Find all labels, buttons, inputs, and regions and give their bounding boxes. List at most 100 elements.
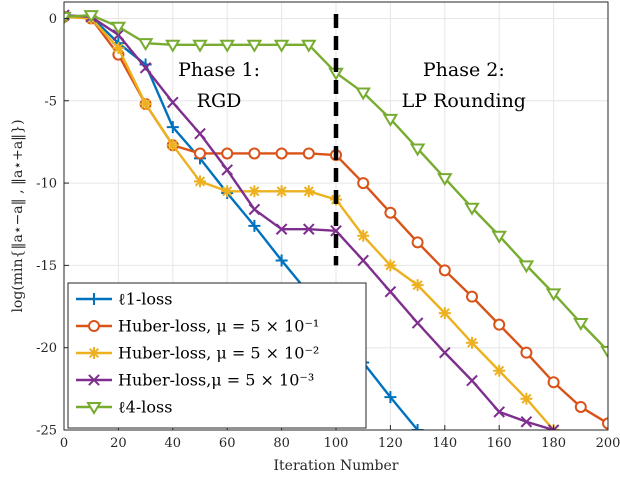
series-5 <box>64 10 608 359</box>
legend-entry: Huber-loss, μ = 5 × 10⁻¹ <box>76 317 319 336</box>
data-point-asterisk <box>166 139 179 152</box>
legend-label: ℓ1-loss <box>118 290 172 309</box>
data-point-triangle <box>192 39 208 53</box>
y-tick-label: -15 <box>36 259 57 274</box>
legend-label: Huber-loss, μ = 5 × 10⁻² <box>118 344 319 363</box>
data-point-circle <box>438 264 451 277</box>
data-point-x <box>194 127 206 140</box>
legend-entry: ℓ1-loss <box>76 290 172 309</box>
data-point-triangle <box>600 345 608 359</box>
y-tick-label: -10 <box>36 177 57 192</box>
data-point-x <box>357 254 370 267</box>
data-point-circle <box>194 147 206 160</box>
data-point-triangle <box>491 230 507 244</box>
data-point-x <box>520 415 533 428</box>
data-point-asterisk <box>384 259 397 272</box>
data-point-asterisk <box>302 185 315 198</box>
data-point-asterisk <box>466 336 478 349</box>
data-point-x <box>166 96 179 109</box>
data-point-triangle <box>219 39 235 53</box>
data-point-circle <box>248 147 261 160</box>
x-tick-label: 200 <box>596 436 620 451</box>
x-tick-label: 80 <box>273 436 290 451</box>
data-point-plus <box>384 391 397 404</box>
data-point-asterisk <box>520 392 533 405</box>
data-point-triangle <box>464 202 480 216</box>
series-layer <box>64 9 608 430</box>
legend-entry: ℓ4-loss <box>76 398 172 417</box>
legend-entry: Huber-loss, μ = 5 × 10⁻² <box>76 344 319 363</box>
data-point-circle <box>275 147 288 160</box>
legend-box <box>67 282 367 429</box>
data-point-x <box>302 223 315 235</box>
phase-annotations: Phase 1: RGD Phase 2: LP Rounding <box>178 59 526 112</box>
data-point-asterisk <box>112 42 125 55</box>
data-point-asterisk <box>248 185 261 198</box>
data-point-circle <box>547 376 560 389</box>
data-point-circle <box>574 400 587 413</box>
data-point-x <box>88 374 100 386</box>
data-point-circle <box>493 318 506 331</box>
data-point-circle <box>466 290 478 303</box>
data-point-triangle <box>437 173 453 187</box>
x-tick-label: 100 <box>324 436 349 451</box>
data-point-circle <box>411 236 424 249</box>
y-axis-ticks: 0 -5 -10 -15 -20 -25 <box>36 12 69 439</box>
data-point-asterisk <box>221 185 234 198</box>
data-point-plus <box>166 121 179 134</box>
x-tick-label: 60 <box>219 436 236 451</box>
data-point-triangle <box>110 21 127 35</box>
data-point-triangle <box>246 39 263 53</box>
data-point-triangle <box>165 39 181 53</box>
data-point-circle <box>602 417 608 430</box>
data-point-triangle <box>382 113 399 127</box>
x-tick-label: 120 <box>378 436 403 451</box>
data-point-circle <box>221 147 234 160</box>
y-axis-label: log(min{‖a⋆−a‖ , ‖a⋆+a‖}) <box>10 119 26 312</box>
data-point-triangle <box>301 39 317 53</box>
y-tick-label: -5 <box>44 94 57 109</box>
data-point-x <box>248 203 261 216</box>
data-point-triangle <box>83 10 99 24</box>
data-point-triangle <box>409 143 426 157</box>
phase-annotation-line: LP Rounding <box>402 90 526 112</box>
y-tick-label: 0 <box>49 12 57 27</box>
data-point-triangle <box>64 11 72 25</box>
data-point-plus <box>411 424 424 430</box>
data-point-asterisk <box>88 347 100 359</box>
phase-annotation-line: RGD <box>197 90 242 112</box>
data-point-asterisk <box>275 185 288 198</box>
x-axis-ticks: 0 20 40 60 80 100 120 140 160 180 200 <box>60 425 620 451</box>
data-point-triangle <box>273 39 290 53</box>
data-point-triangle <box>86 402 102 415</box>
data-point-plus <box>275 254 288 267</box>
x-tick-label: 160 <box>487 436 512 451</box>
data-point-triangle <box>573 318 589 331</box>
y-tick-label: -20 <box>36 341 57 356</box>
legend-entry: Huber-loss,μ = 5 × 10⁻³ <box>76 371 314 390</box>
data-point-x <box>438 346 451 359</box>
data-point-x <box>466 374 478 387</box>
data-point-circle <box>357 177 370 190</box>
x-tick-label: 0 <box>60 436 68 451</box>
data-point-triangle <box>355 87 371 101</box>
x-axis-label: Iteration Number <box>274 458 399 474</box>
data-point-triangle <box>545 288 562 302</box>
data-point-circle <box>384 206 397 219</box>
legend-label: ℓ4-loss <box>118 398 172 417</box>
phase-annotation-line: Phase 1: <box>178 59 260 81</box>
data-point-plus <box>248 219 261 232</box>
data-point-x <box>547 424 560 430</box>
phase-annotation-line: Phase 2: <box>423 59 505 81</box>
x-tick-label: 20 <box>110 436 127 451</box>
legend: ℓ1-loss Huber-loss, μ = 5 × 10⁻¹ Huber-los… <box>67 282 367 429</box>
data-point-circle <box>520 346 533 359</box>
data-point-asterisk <box>357 229 370 242</box>
data-point-circle <box>302 147 315 160</box>
data-point-x <box>221 164 234 176</box>
data-point-x <box>139 62 152 74</box>
data-point-x <box>330 225 342 237</box>
data-point-asterisk <box>194 175 206 188</box>
data-point-x <box>275 223 288 235</box>
